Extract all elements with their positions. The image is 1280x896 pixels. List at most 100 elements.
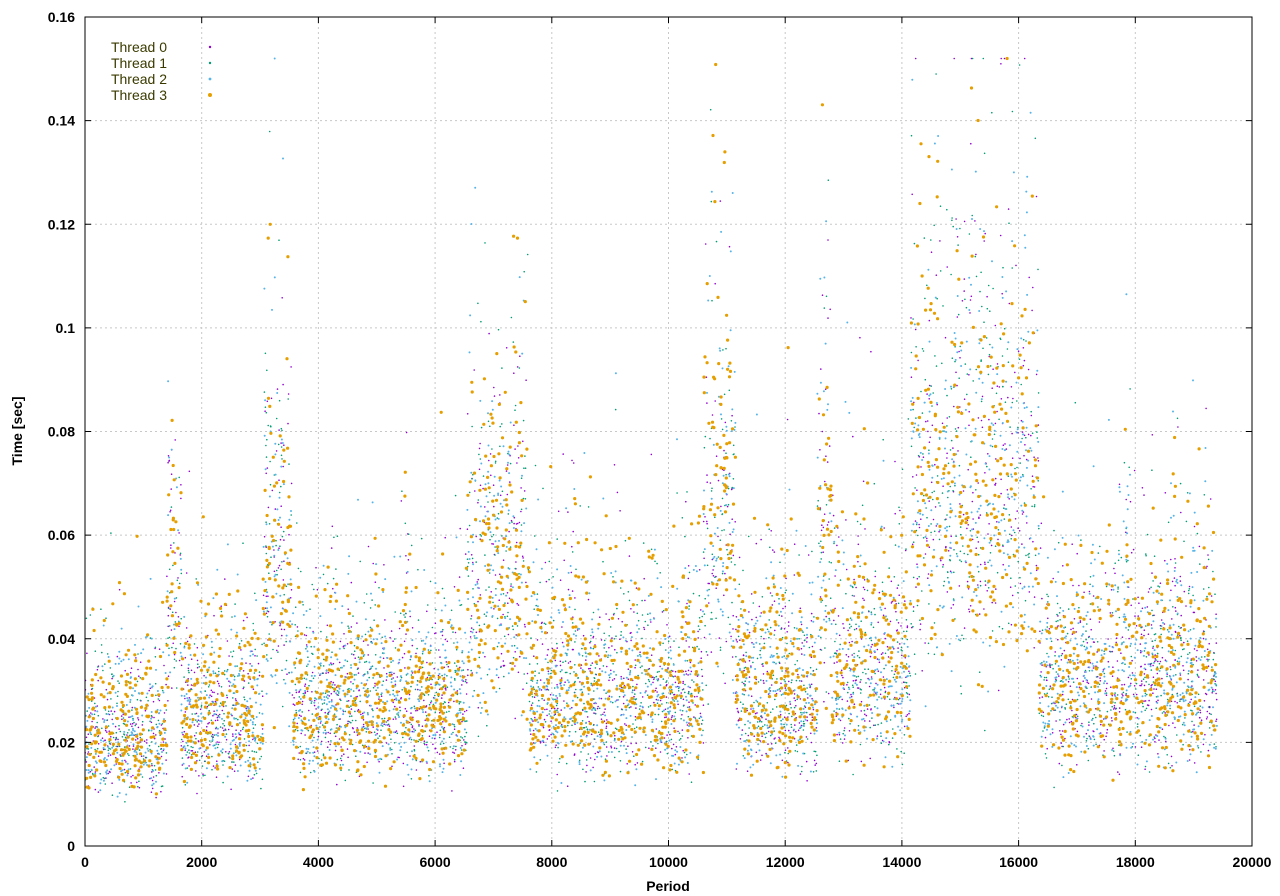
data-point <box>412 716 414 719</box>
data-point <box>1045 676 1048 679</box>
data-point <box>256 742 259 745</box>
data-point <box>318 757 320 760</box>
data-point <box>1140 626 1142 629</box>
data-point <box>182 740 184 743</box>
data-point <box>825 295 828 298</box>
data-point <box>810 732 812 735</box>
data-point <box>1154 658 1156 660</box>
data-point <box>1049 663 1051 665</box>
data-point <box>355 719 357 722</box>
data-point <box>196 721 198 723</box>
data-point <box>863 588 866 591</box>
data-point <box>602 665 605 667</box>
data-point <box>938 538 941 541</box>
data-point <box>989 310 991 313</box>
data-point <box>85 725 88 728</box>
data-point <box>332 681 335 684</box>
data-point <box>188 697 191 699</box>
data-point <box>916 563 918 565</box>
data-point <box>143 740 146 742</box>
data-point <box>993 433 996 436</box>
data-point <box>516 625 519 627</box>
data-point <box>613 638 616 640</box>
data-point <box>847 759 849 762</box>
data-point <box>262 594 265 597</box>
data-point <box>281 535 284 538</box>
data-point <box>911 193 913 196</box>
data-point <box>1104 690 1107 692</box>
data-point <box>238 642 241 645</box>
data-point <box>405 726 407 729</box>
data-point <box>253 672 256 674</box>
data-point <box>223 729 225 732</box>
data-point <box>447 701 450 704</box>
data-point <box>459 604 462 607</box>
data-point <box>1030 414 1033 417</box>
data-point <box>453 725 456 728</box>
data-point <box>1002 544 1004 546</box>
data-point <box>627 745 629 747</box>
data-point <box>710 611 713 614</box>
data-point <box>719 349 722 352</box>
data-point <box>187 684 189 686</box>
data-point <box>548 560 551 563</box>
data-point <box>673 693 675 696</box>
data-point <box>764 724 766 726</box>
data-point <box>126 734 128 736</box>
data-point <box>454 679 456 681</box>
data-point <box>632 685 634 688</box>
data-point <box>217 682 220 685</box>
data-point <box>859 565 861 568</box>
data-point <box>614 648 616 651</box>
data-point <box>198 759 201 762</box>
data-point <box>1098 621 1101 623</box>
data-point <box>170 506 173 508</box>
data-point <box>852 435 854 438</box>
data-point <box>941 362 943 365</box>
data-point <box>688 605 690 607</box>
data-point <box>234 698 237 700</box>
data-point <box>514 665 516 667</box>
data-point <box>674 749 677 752</box>
data-point <box>1106 728 1109 731</box>
data-point <box>899 697 901 700</box>
data-point <box>667 640 670 642</box>
data-point <box>655 687 657 690</box>
data-point <box>636 683 638 686</box>
data-point <box>512 628 514 631</box>
data-point <box>1105 585 1108 588</box>
data-point <box>1028 591 1031 593</box>
data-point <box>636 612 639 615</box>
data-point <box>1204 733 1206 736</box>
data-point <box>263 535 266 538</box>
data-point <box>1121 684 1123 686</box>
data-point <box>778 736 780 739</box>
data-point <box>1213 678 1215 681</box>
data-point <box>544 561 547 564</box>
data-point <box>1019 462 1021 464</box>
data-point <box>411 730 414 733</box>
data-point <box>998 625 1001 628</box>
data-point <box>137 785 139 788</box>
data-point <box>534 675 536 677</box>
data-point <box>485 615 488 617</box>
data-point <box>313 751 316 753</box>
data-point <box>769 592 772 594</box>
data-point <box>626 763 628 765</box>
data-point <box>627 668 630 670</box>
data-point <box>1027 554 1029 556</box>
data-point <box>291 694 294 696</box>
data-point <box>597 751 600 754</box>
data-point <box>620 686 623 689</box>
data-point <box>959 345 961 348</box>
data-point <box>356 734 359 736</box>
data-point <box>115 731 118 734</box>
data-point <box>930 481 933 484</box>
data-point <box>233 761 235 763</box>
data-point <box>126 732 129 734</box>
data-point <box>197 740 200 743</box>
data-point <box>155 668 157 671</box>
data-point <box>1143 629 1146 631</box>
data-point <box>1068 718 1070 720</box>
data-point <box>1117 771 1119 773</box>
